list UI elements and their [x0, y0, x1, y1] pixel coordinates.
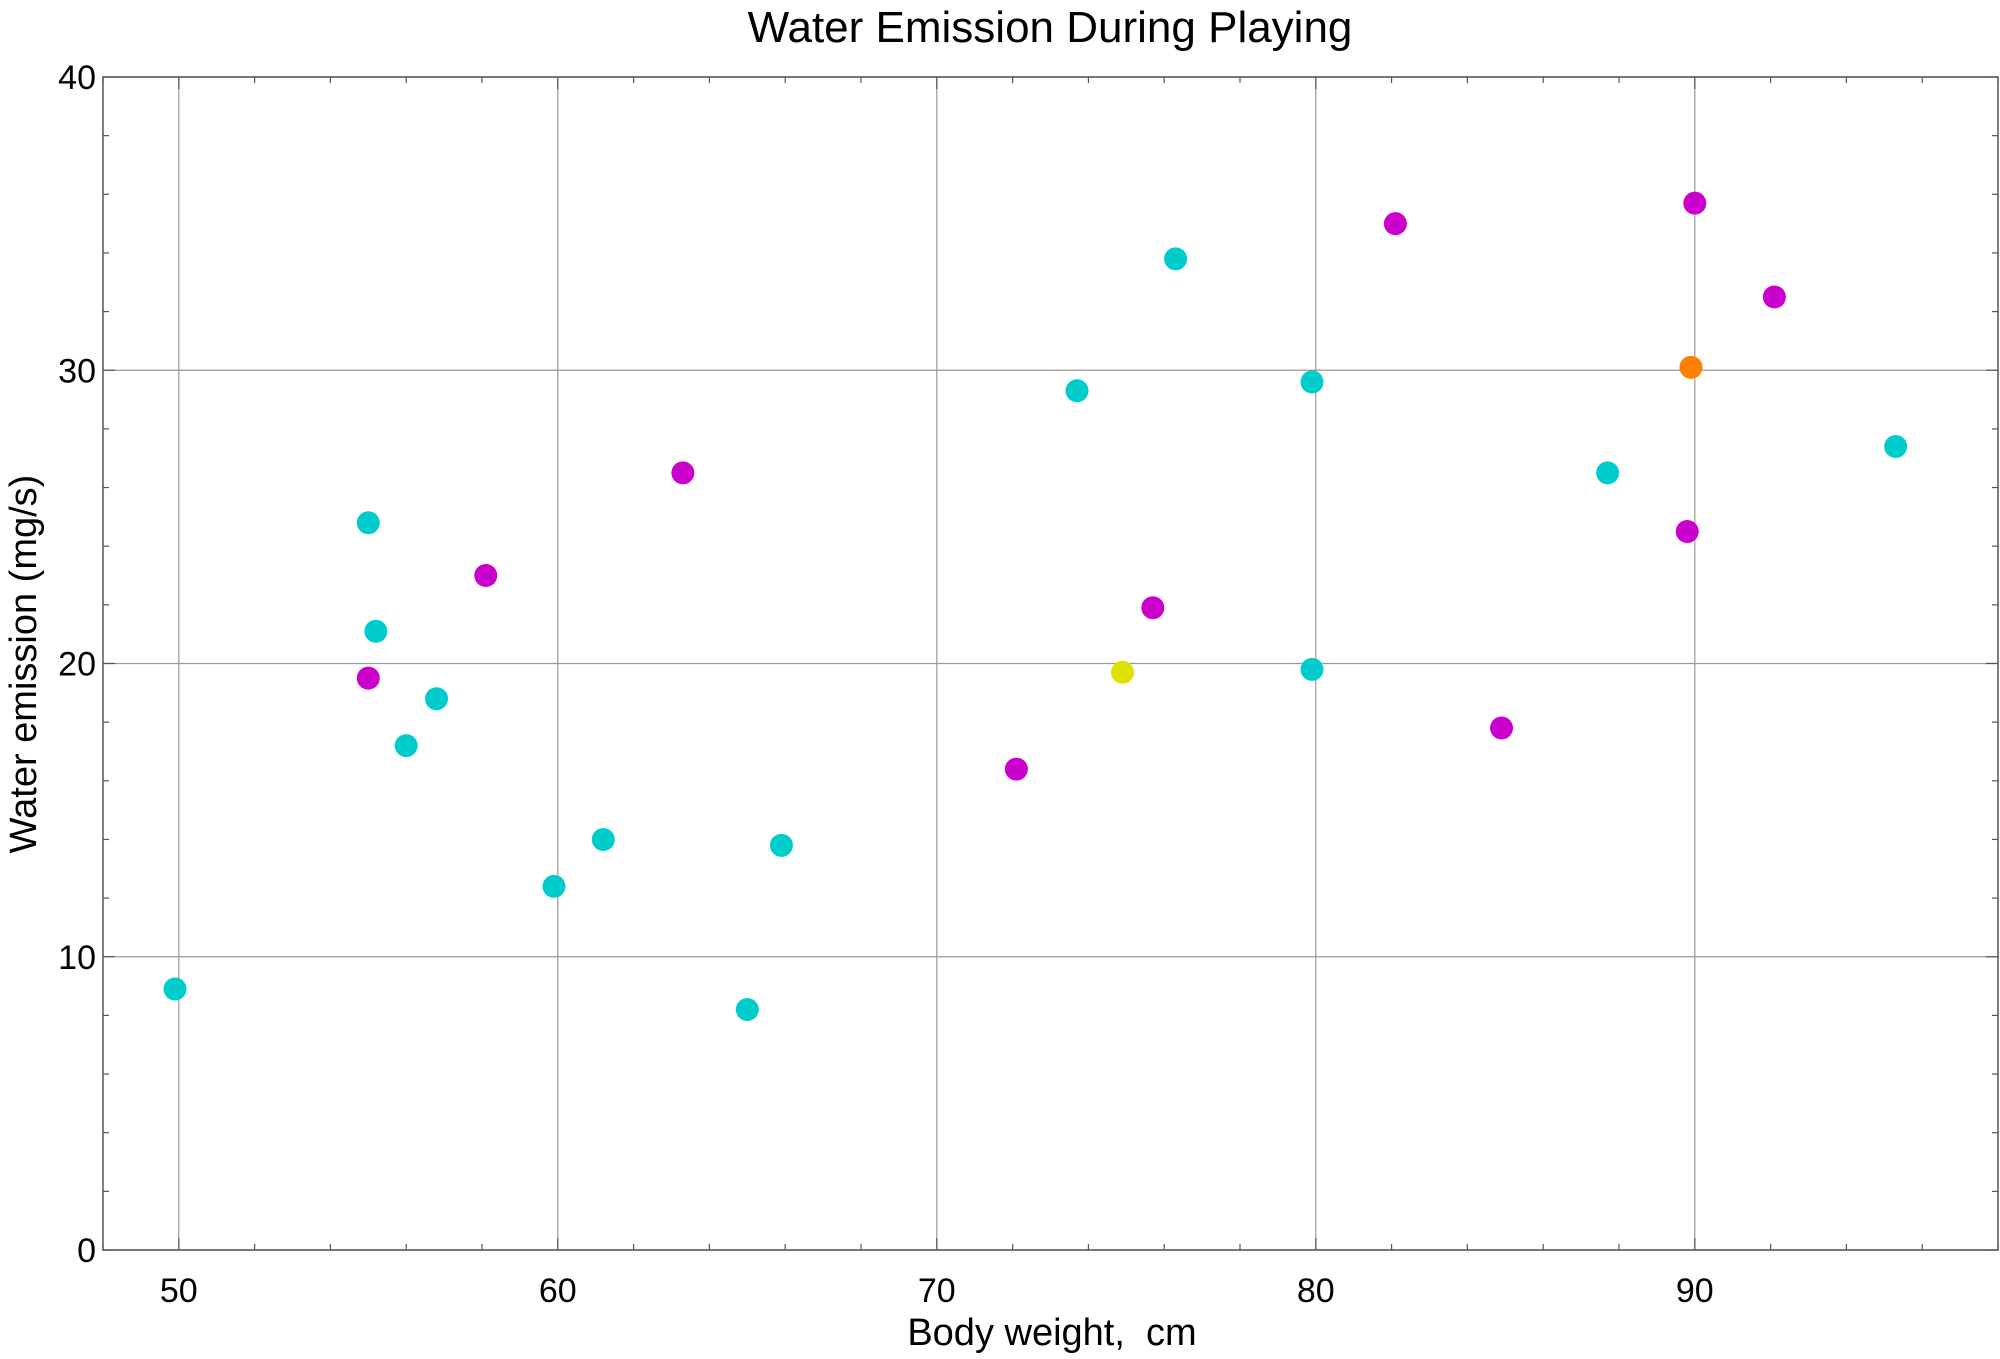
y-tick-label: 20	[58, 646, 96, 684]
data-point-magenta	[1004, 757, 1028, 781]
data-point-cyan	[394, 734, 418, 758]
data-points	[163, 191, 1908, 1022]
y-tick-label: 40	[58, 59, 96, 97]
data-point-magenta	[1762, 285, 1786, 309]
y-tick-label: 10	[58, 939, 96, 977]
data-point-cyan	[163, 977, 187, 1001]
grid	[103, 76, 1998, 1251]
x-tick-label: 70	[918, 1272, 956, 1310]
data-point-magenta	[1141, 596, 1165, 620]
data-point-cyan	[1164, 247, 1188, 271]
data-point-cyan	[1300, 657, 1324, 681]
data-point-magenta	[474, 564, 498, 588]
data-point-cyan	[356, 511, 380, 535]
chart-title: Water Emission During Playing	[748, 3, 1353, 52]
y-tick-label: 30	[58, 352, 96, 390]
data-point-cyan	[364, 619, 388, 643]
data-point-magenta	[1490, 716, 1514, 740]
x-tick-label: 90	[1676, 1272, 1714, 1310]
x-axis-label: Body weight, cm	[907, 1312, 1196, 1354]
data-point-cyan	[1065, 379, 1089, 403]
x-tick-label: 80	[1297, 1272, 1335, 1310]
data-point-cyan	[769, 833, 793, 857]
data-point-yellow	[1111, 660, 1135, 684]
y-tick-labels: 0 10 20 30 40	[58, 59, 96, 1270]
data-point-cyan	[425, 687, 449, 711]
data-point-cyan	[1300, 370, 1324, 394]
plot-frame	[102, 76, 1999, 1251]
x-tick-label: 60	[539, 1272, 577, 1310]
y-axis-label: Water emission (mg/s)	[3, 475, 45, 854]
data-point-cyan	[735, 998, 759, 1022]
data-point-magenta	[1683, 191, 1707, 215]
data-point-cyan	[542, 874, 566, 898]
x-tick-labels: 50 60 70 80 90	[160, 1272, 1714, 1310]
data-point-magenta	[671, 461, 695, 485]
data-point-cyan	[1596, 461, 1620, 485]
data-point-orange	[1679, 355, 1703, 379]
data-point-magenta	[1383, 212, 1407, 236]
x-tick-label: 50	[160, 1272, 198, 1310]
data-point-cyan	[1884, 434, 1908, 458]
y-tick-label: 0	[77, 1232, 96, 1270]
data-point-cyan	[591, 827, 615, 851]
data-point-magenta	[1675, 520, 1699, 544]
data-point-magenta	[356, 666, 380, 690]
